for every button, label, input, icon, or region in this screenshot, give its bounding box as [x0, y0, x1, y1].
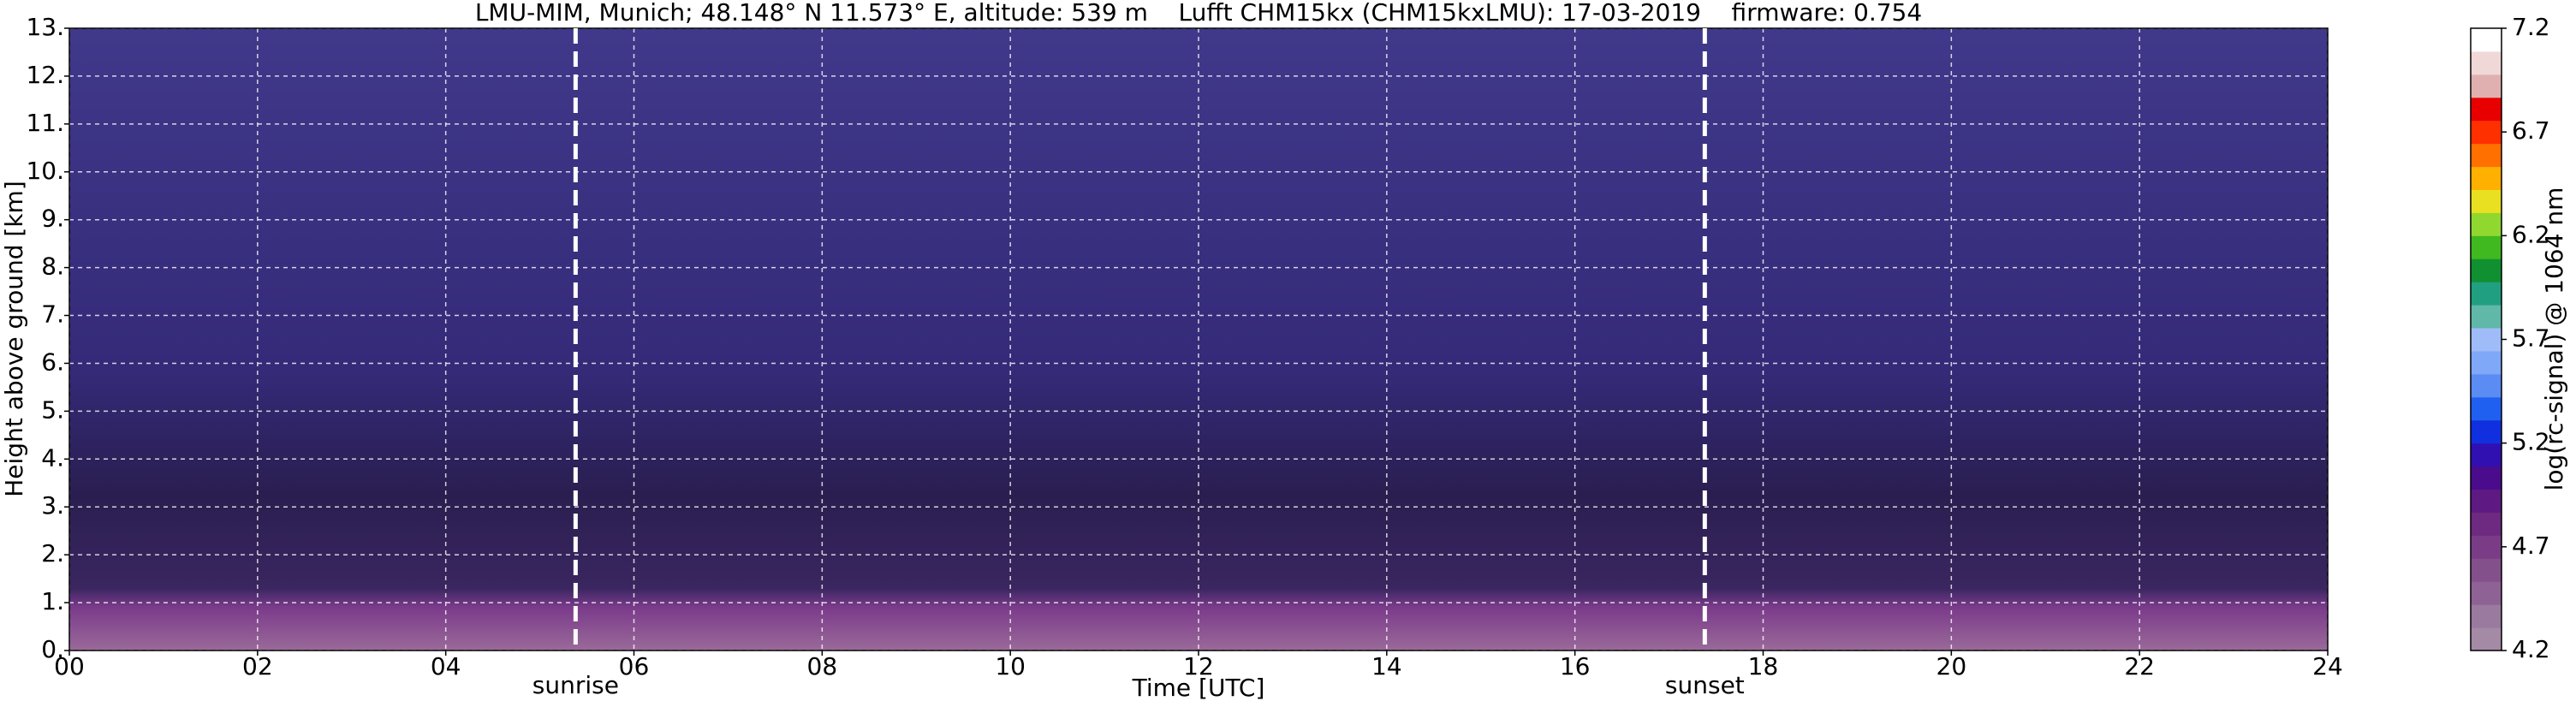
colorbar-segment	[2471, 120, 2502, 145]
x-tick-label: 22	[2124, 652, 2155, 680]
y-tick-label: 6.	[41, 348, 64, 376]
colorbar-segment	[2471, 74, 2502, 98]
y-tick-label: 1.	[41, 587, 64, 615]
colorbar-segment	[2471, 212, 2502, 236]
y-tick-label: 13.	[26, 13, 64, 41]
plot-frame	[68, 27, 2329, 651]
chart-title: LMU-MIM, Munich; 48.148° N 11.573° E, al…	[475, 0, 1922, 27]
colorbar-tick-label: 4.7	[2512, 532, 2550, 560]
colorbar-segment	[2471, 258, 2502, 282]
x-tick-label: 20	[1936, 652, 1967, 680]
x-tick-label: 00	[54, 652, 85, 680]
colorbar-segment	[2471, 50, 2502, 75]
colorbar-tick-label: 6.2	[2512, 220, 2550, 248]
colorbar-segment	[2471, 396, 2502, 421]
x-tick-label: 24	[2312, 652, 2343, 680]
colorbar-segment	[2471, 350, 2502, 375]
x-tick-label: 06	[619, 652, 650, 680]
x-tick-label: 14	[1371, 652, 1402, 680]
annotation-label: sunrise	[532, 671, 619, 699]
colorbar-segment	[2471, 373, 2502, 398]
colorbar-segment	[2471, 466, 2502, 490]
colorbar-segment	[2471, 489, 2502, 513]
annotation-label: sunset	[1665, 671, 1745, 699]
colorbar-segment	[2471, 535, 2502, 559]
y-tick-label: 2.	[41, 539, 64, 567]
y-tick-label: 7.	[41, 300, 64, 329]
y-axis-label: Height above ground [km]	[0, 181, 28, 497]
colorbar-label: log(rc-signal) @ 1064 nm	[2540, 187, 2568, 491]
colorbar-tick-label: 5.7	[2512, 324, 2550, 353]
x-axis-label: Time [UTC]	[1132, 674, 1265, 702]
x-tick-label: 16	[1560, 652, 1591, 680]
y-tick-label: 0.	[41, 635, 64, 663]
colorbar-tick-label: 6.7	[2512, 116, 2550, 145]
colorbar-segment	[2471, 419, 2502, 444]
y-tick-label: 3.	[41, 491, 64, 520]
y-tick-label: 8.	[41, 253, 64, 281]
colorbar-tick-label: 5.2	[2512, 428, 2550, 456]
x-tick-label: 08	[807, 652, 838, 680]
colorbar-segment	[2471, 282, 2502, 306]
colorbar-segment	[2471, 166, 2502, 190]
y-tick-label: 5.	[41, 395, 64, 424]
colorbar-segment	[2471, 28, 2502, 52]
colorbar-segment	[2471, 143, 2502, 168]
colorbar-segment	[2471, 581, 2502, 605]
colorbar-segment	[2471, 235, 2502, 259]
colorbar-segment	[2471, 604, 2502, 628]
y-tick-label: 12.	[26, 61, 64, 89]
colorbar-tick-label: 4.2	[2512, 635, 2550, 663]
colorbar-segment	[2471, 512, 2502, 536]
y-tick-label: 10.	[26, 157, 64, 185]
y-tick-label: 9.	[41, 205, 64, 233]
colorbar-segment	[2471, 97, 2502, 122]
x-tick-label: 02	[242, 652, 273, 680]
colorbar-segment	[2471, 443, 2502, 467]
colorbar-segment	[2471, 328, 2502, 352]
x-tick-label: 12	[1183, 652, 1214, 680]
colorbar-tick-label: 7.2	[2512, 13, 2550, 41]
y-tick-label: 11.	[26, 109, 64, 137]
y-tick-label: 4.	[41, 443, 64, 472]
colorbar-segment	[2471, 189, 2502, 213]
x-tick-label: 18	[1748, 652, 1779, 680]
x-tick-label: 04	[431, 652, 461, 680]
x-tick-label: 10	[995, 652, 1026, 680]
colorbar-segment	[2471, 558, 2502, 582]
colorbar-segment	[2471, 305, 2502, 329]
colorbar-segment	[2471, 627, 2502, 651]
